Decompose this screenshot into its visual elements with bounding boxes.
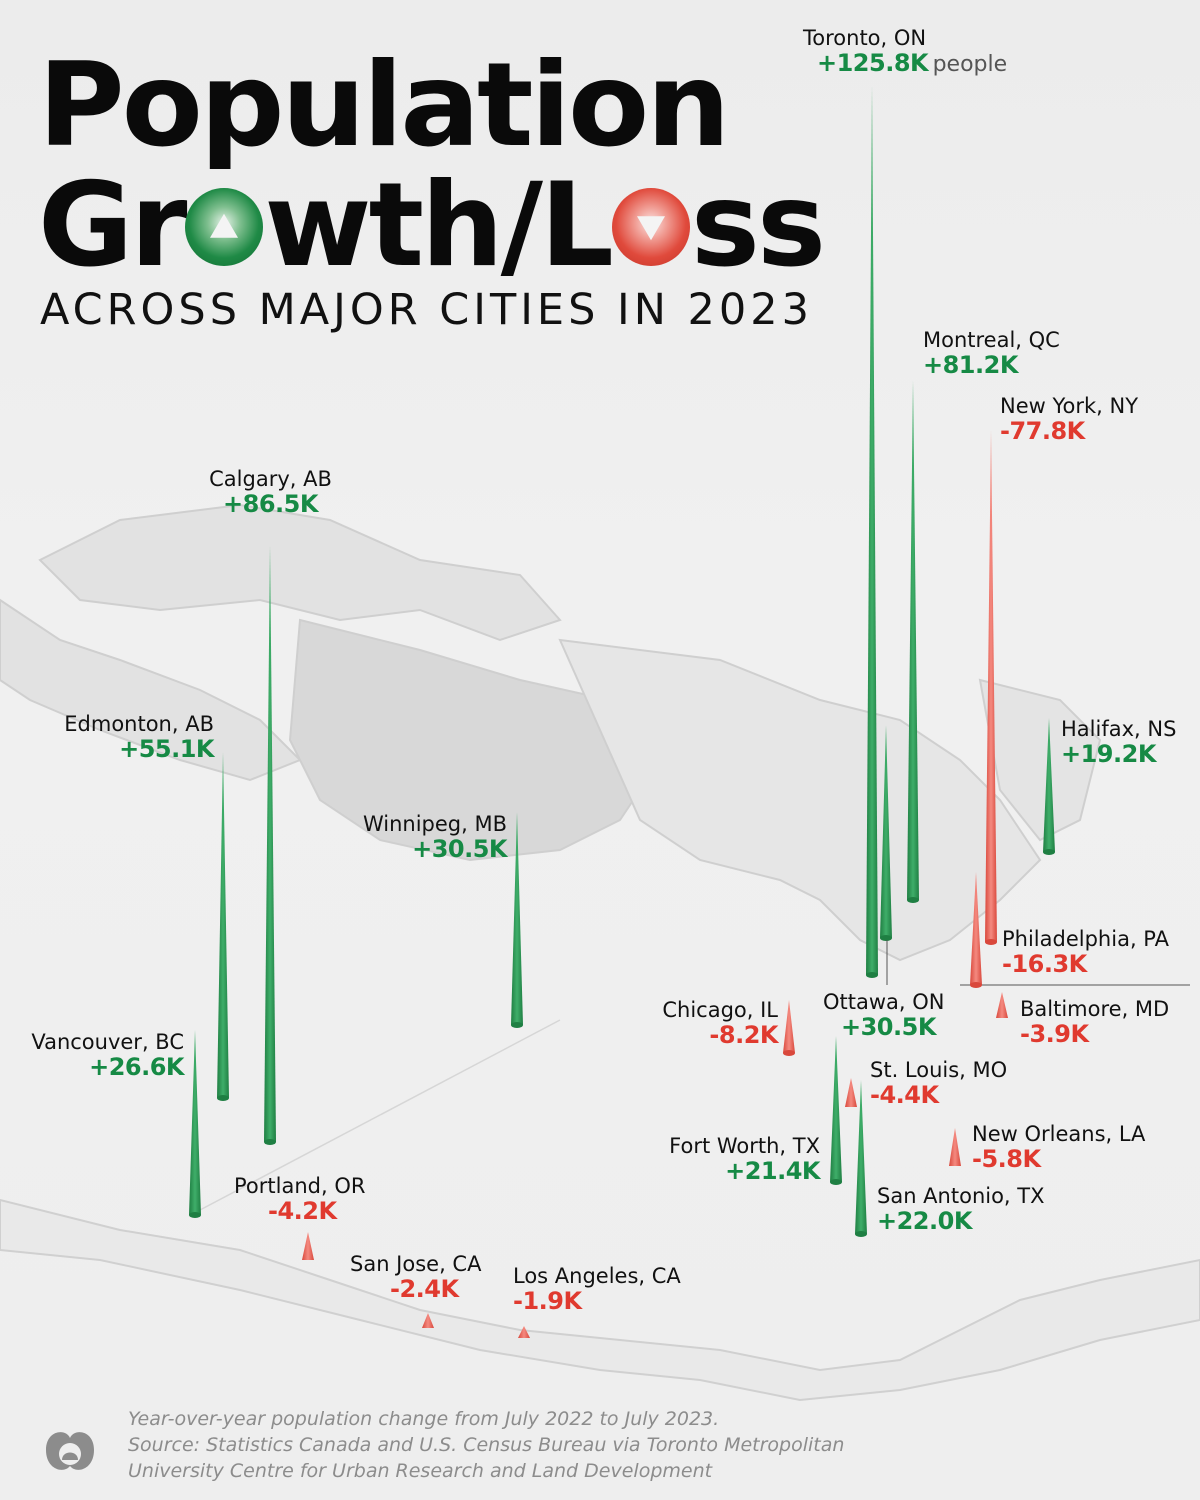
spike-chicago — [783, 1000, 795, 1056]
title-line-2: Gr wth/L ss — [38, 168, 826, 284]
footer-notes: Year-over-year population change from Ju… — [128, 1406, 844, 1484]
footer-source-cont: University Centre for Urban Research and… — [128, 1460, 713, 1482]
spike-vancouver — [189, 1030, 201, 1218]
label-toronto: Toronto, ON +125.8K people — [803, 26, 1008, 78]
footer-source: Source: Statistics Canada and U.S. Censu… — [128, 1434, 845, 1456]
label-st-louis: St. Louis, MO -4.4K — [870, 1058, 1008, 1110]
label-san-antonio: San Antonio, TX +22.0K — [877, 1184, 1045, 1236]
label-philadelphia: Philadelphia, PA -16.3K — [1002, 927, 1169, 979]
spike-edmonton — [217, 752, 229, 1101]
label-san-jose: San Jose, CA -2.4K — [350, 1252, 482, 1304]
title-line-1: Population — [38, 38, 730, 173]
label-vancouver: Vancouver, BC +26.6K — [31, 1030, 184, 1082]
footer-note: Year-over-year population change from Ju… — [128, 1408, 720, 1430]
title-part-2: wth/L — [264, 158, 613, 293]
label-portland: Portland, OR -4.2K — [234, 1174, 366, 1226]
label-los-angeles: Los Angeles, CA -1.9K — [513, 1264, 681, 1316]
spike-los-angeles — [518, 1326, 530, 1338]
spike-baltimore — [996, 992, 1008, 1018]
spike-san-antonio — [855, 1080, 867, 1237]
spike-calgary — [264, 545, 276, 1145]
label-new-orleans: New Orleans, LA -5.8K — [972, 1122, 1146, 1174]
loss-arrow-icon — [611, 188, 690, 267]
spike-winnipeg — [511, 812, 523, 1028]
spike-montreal — [907, 380, 919, 903]
spike-ottawa — [880, 725, 892, 985]
label-winnipeg: Winnipeg, MB +30.5K — [362, 812, 508, 864]
label-edmonton: Edmonton, AB +55.1K — [64, 712, 214, 764]
subtitle: ACROSS MAJOR CITIES IN 2023 — [40, 285, 813, 335]
spike-portland — [302, 1232, 314, 1260]
spike-st-louis — [845, 1078, 857, 1107]
spike-new-york — [985, 430, 997, 945]
label-halifax: Halifax, NS +19.2K — [1061, 717, 1177, 769]
publisher-logo-icon — [46, 1432, 94, 1470]
growth-arrow-icon — [185, 188, 264, 267]
spike-toronto — [866, 85, 878, 978]
label-calgary: Calgary, AB +86.5K — [209, 467, 332, 519]
label-fort-worth: Fort Worth, TX +21.4K — [669, 1134, 820, 1186]
spike-halifax — [1043, 718, 1055, 855]
title-part-3: ss — [690, 158, 826, 293]
spike-philadelphia — [970, 872, 982, 988]
label-baltimore: Baltimore, MD -3.9K — [1020, 997, 1170, 1049]
spike-fort-worth — [830, 1036, 842, 1185]
label-new-york: New York, NY -77.8K — [1000, 394, 1139, 446]
label-chicago: Chicago, IL -8.2K — [662, 998, 778, 1050]
spike-new-orleans — [949, 1128, 961, 1166]
spike-san-jose — [422, 1313, 434, 1328]
label-ottawa: Ottawa, ON +30.5K — [823, 990, 945, 1042]
title-part-1: Gr — [38, 158, 187, 293]
label-montreal: Montreal, QC +81.2K — [923, 328, 1060, 380]
